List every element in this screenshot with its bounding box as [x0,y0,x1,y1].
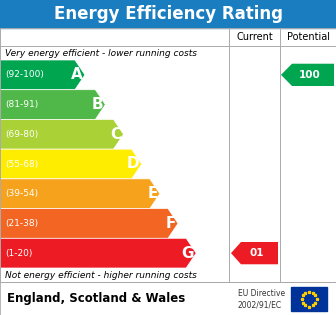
Bar [0,28,336,282]
Bar [0,282,336,315]
Text: Current: Current [236,32,273,42]
Polygon shape [231,242,278,264]
Polygon shape [0,60,85,90]
Text: C: C [110,127,122,142]
Text: D: D [127,157,140,171]
Text: England, Scotland & Wales: England, Scotland & Wales [7,292,185,305]
Polygon shape [0,209,178,238]
Text: (39-54): (39-54) [5,189,38,198]
Text: (69-80): (69-80) [5,130,38,139]
Text: (81-91): (81-91) [5,100,38,109]
Bar [0,0,336,28]
Text: EU Directive: EU Directive [238,289,285,298]
Text: (55-68): (55-68) [5,159,38,169]
Text: E: E [148,186,158,201]
Bar [291,287,327,311]
Text: 100: 100 [299,70,320,80]
Polygon shape [0,119,124,149]
Text: F: F [166,216,176,231]
Text: 01: 01 [249,248,264,258]
Text: (1-20): (1-20) [5,249,32,258]
Text: (92-100): (92-100) [5,70,44,79]
Polygon shape [0,179,160,209]
Text: Not energy efficient - higher running costs: Not energy efficient - higher running co… [5,271,197,279]
Text: A: A [71,67,83,82]
Polygon shape [0,238,196,268]
Polygon shape [0,149,142,179]
Text: Very energy efficient - lower running costs: Very energy efficient - lower running co… [5,49,197,58]
Text: G: G [182,246,194,261]
Text: Energy Efficiency Rating: Energy Efficiency Rating [53,5,283,23]
Polygon shape [281,64,334,86]
Polygon shape [0,90,106,119]
Text: Potential: Potential [287,32,330,42]
Text: 2002/91/EC: 2002/91/EC [238,301,282,310]
Text: B: B [92,97,103,112]
Text: (21-38): (21-38) [5,219,38,228]
